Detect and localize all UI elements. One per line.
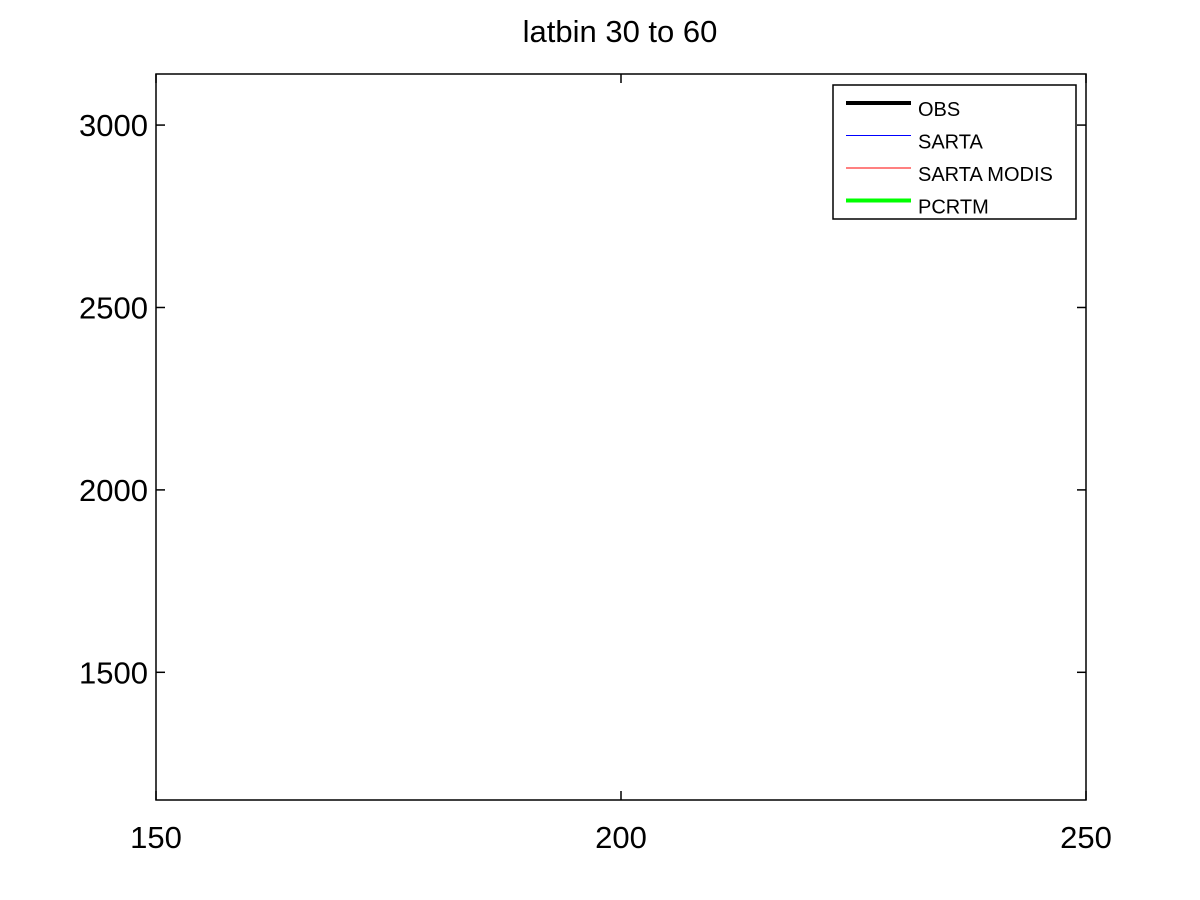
legend-label: SARTA [918, 132, 983, 154]
legend-label: PCRTM [918, 197, 989, 219]
y-tick-label: 2000 [79, 473, 148, 508]
y-tick-label: 3000 [79, 108, 148, 143]
y-tick-label: 2500 [79, 290, 148, 325]
legend-label: SARTA MODIS [918, 164, 1053, 186]
legend-label: OBS [918, 99, 960, 121]
chart-title: latbin 30 to 60 [523, 14, 718, 49]
x-tick-label: 200 [595, 820, 647, 855]
x-tick-label: 250 [1060, 820, 1112, 855]
legend: OBS SARTA SARTA MODIS PCRTM [832, 84, 1077, 220]
y-tick-label: 1500 [79, 655, 148, 690]
axis-ticks: 150 200 250 1500 2000 2500 3000 [79, 74, 1112, 855]
x-tick-label: 150 [130, 820, 182, 855]
legend-box [832, 84, 1077, 220]
